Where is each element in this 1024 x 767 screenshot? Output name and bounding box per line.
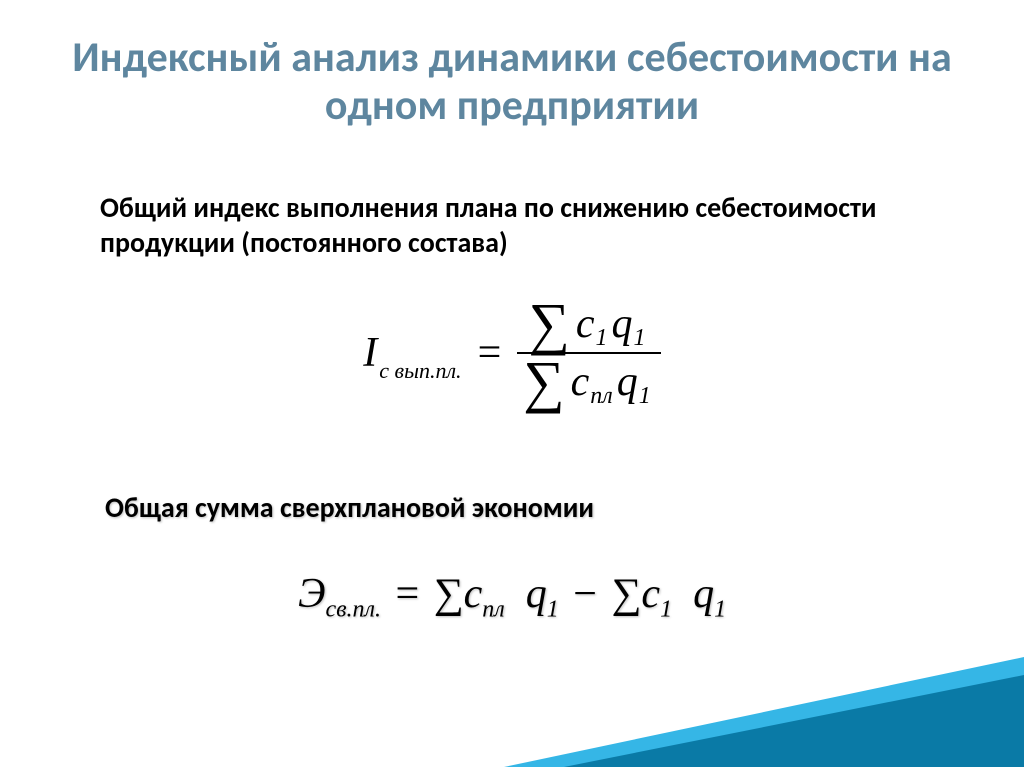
decorative-wedge [504, 657, 1024, 767]
eq1-fraction: ∑ c 1 q 1 ∑ c пл q 1 [517, 300, 660, 406]
eq1-num-c-sub: 1 [596, 325, 608, 352]
equals-sign: = [396, 571, 430, 617]
eq2-lhs-var: Э [298, 571, 326, 617]
eq2-t1-c-sub: пл [482, 596, 504, 622]
eq1-den-q-sub: 1 [639, 383, 651, 410]
paragraph-2: Общая сумма сверхплановой экономии [105, 490, 594, 525]
sigma-icon: ∑ [528, 301, 569, 347]
eq1-denominator: ∑ c пл q 1 [517, 358, 660, 406]
eq1-num-c: c [576, 300, 595, 348]
eq1-den-c: c [571, 358, 590, 406]
eq2-t2-c-sub: 1 [660, 596, 672, 622]
slide-title: Индексный анализ динамики себестоимости … [60, 34, 964, 131]
eq2-t1-c: с [464, 571, 483, 617]
minus-sign: − [573, 571, 607, 617]
eq2-t1-q: q [526, 571, 547, 617]
sigma-icon: ∑ [611, 571, 641, 617]
sigma-icon: ∑ [434, 571, 464, 617]
slide: Индексный анализ динамики себестоимости … [0, 0, 1024, 767]
eq1-den-c-sub: пл [590, 383, 612, 410]
eq2-t2-c: с [641, 571, 660, 617]
sigma-icon: ∑ [523, 359, 564, 405]
eq1-den-q: q [617, 358, 638, 406]
eq1-lhs-sub: с вып.пл. [379, 358, 461, 384]
eq2-t2-q: q [693, 571, 714, 617]
eq2-t2-q-sub: 1 [714, 596, 726, 622]
formula-1: I с вып.пл. = ∑ c 1 q 1 ∑ [0, 300, 1024, 406]
paragraph-1: Общий индекс выполнения плана по снижени… [100, 190, 904, 260]
eq2-lhs-sub: св.пл. [325, 596, 381, 622]
eq1-num-q-sub: 1 [634, 325, 646, 352]
formula-2: Эсв.пл. = ∑спл q1 − ∑с1 q1 [0, 570, 1024, 623]
eq1-lhs-var: I [363, 329, 377, 377]
eq1-num-q: q [612, 300, 633, 348]
equals-sign: = [478, 329, 502, 377]
eq2-t1-q-sub: 1 [547, 596, 559, 622]
eq1-numerator: ∑ c 1 q 1 [522, 300, 655, 348]
